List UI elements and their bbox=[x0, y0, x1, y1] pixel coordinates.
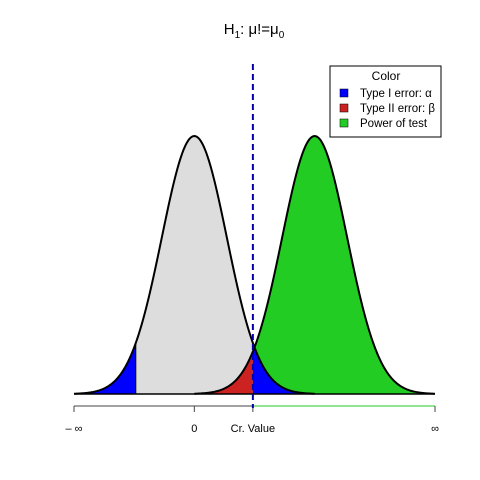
distribution-areas bbox=[74, 136, 435, 394]
type2-error-area bbox=[194, 351, 253, 394]
legend: Color Type I error: α Type II error: β P… bbox=[329, 65, 442, 138]
legend-label-type1: Type I error: α bbox=[360, 88, 432, 100]
type1-error-area-right bbox=[252, 342, 315, 394]
x-tick-label-3: ∞ bbox=[431, 423, 439, 435]
legend-swatch-type1 bbox=[339, 88, 349, 98]
type1-error-area-left bbox=[74, 342, 136, 394]
null-curve bbox=[73, 134, 315, 395]
legend-swatch-power bbox=[339, 118, 349, 128]
title-mid: : μ!=μ bbox=[240, 21, 279, 38]
chart-title: H1: μ!=μ0 bbox=[224, 21, 285, 41]
alternative-curve bbox=[194, 134, 436, 395]
power-area bbox=[252, 136, 435, 394]
legend-label-power: Power of test bbox=[360, 118, 428, 130]
null-acceptance-area bbox=[135, 136, 253, 394]
x-axis: – ∞ 0 Cr. Value ∞ bbox=[65, 405, 439, 435]
distribution-curves bbox=[73, 134, 436, 395]
x-tick-label-2: Cr. Value bbox=[231, 423, 275, 435]
legend-title: Color bbox=[372, 69, 401, 83]
x-tick-label-0: – ∞ bbox=[65, 423, 82, 435]
x-tick-label-1: 0 bbox=[191, 423, 197, 435]
title-mu-subscript: 0 bbox=[279, 30, 285, 41]
legend-box bbox=[329, 65, 442, 138]
title-h-subscript: 1 bbox=[235, 30, 241, 41]
legend-swatch-type2 bbox=[339, 103, 349, 113]
title-h: H bbox=[224, 21, 235, 38]
legend-label-type2: Type II error: β bbox=[360, 103, 435, 115]
